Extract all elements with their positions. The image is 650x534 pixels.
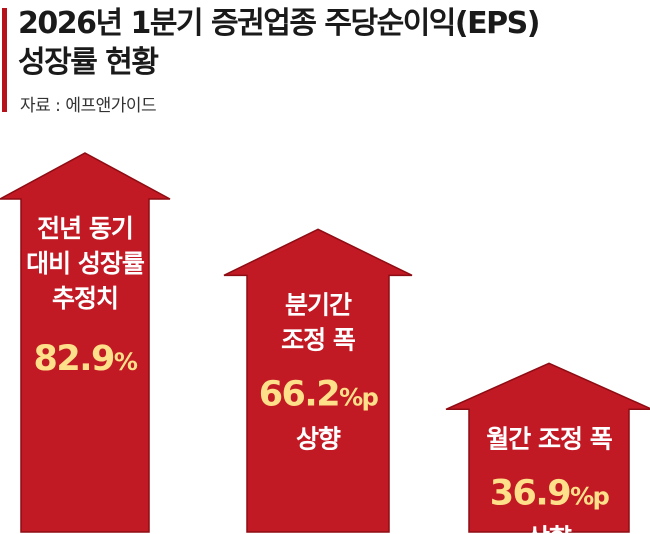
- chart-title-line-2: 성장률 현황: [18, 45, 159, 80]
- category-label-1-line-2: 대비 성장률: [26, 249, 145, 278]
- arrow-bar-3: [445, 362, 650, 533]
- source-note: 자료 : 에프앤가이드: [20, 96, 157, 116]
- value-label-1: 82.9%: [34, 339, 138, 379]
- chart-title-line-1: 2026년 1분기 증권업종 주당순이익(EPS): [18, 6, 540, 41]
- category-label-1-line-1: 전년 동기: [37, 214, 133, 243]
- value-label-3: 36.9%p: [490, 473, 610, 513]
- chart-title: 2026년 1분기 증권업종 주당순이익(EPS) 성장률 현황: [18, 4, 648, 82]
- direction-label-2: 상향: [296, 424, 341, 453]
- arrow-bar-2: [223, 228, 413, 533]
- value-label-2: 66.2%p: [259, 374, 379, 414]
- category-label-1-line-3: 추정치: [52, 284, 118, 313]
- category-label-2-line-1: 분기간: [285, 290, 352, 319]
- direction-label-3: 상향: [527, 523, 572, 534]
- arrow-bars: [0, 152, 650, 533]
- category-label-3-line-1: 월간 조정 폭: [486, 424, 612, 453]
- title-accent-bar: [2, 8, 7, 112]
- category-label-2-line-2: 조정 폭: [281, 325, 356, 354]
- arrow-bar-1: [0, 152, 171, 533]
